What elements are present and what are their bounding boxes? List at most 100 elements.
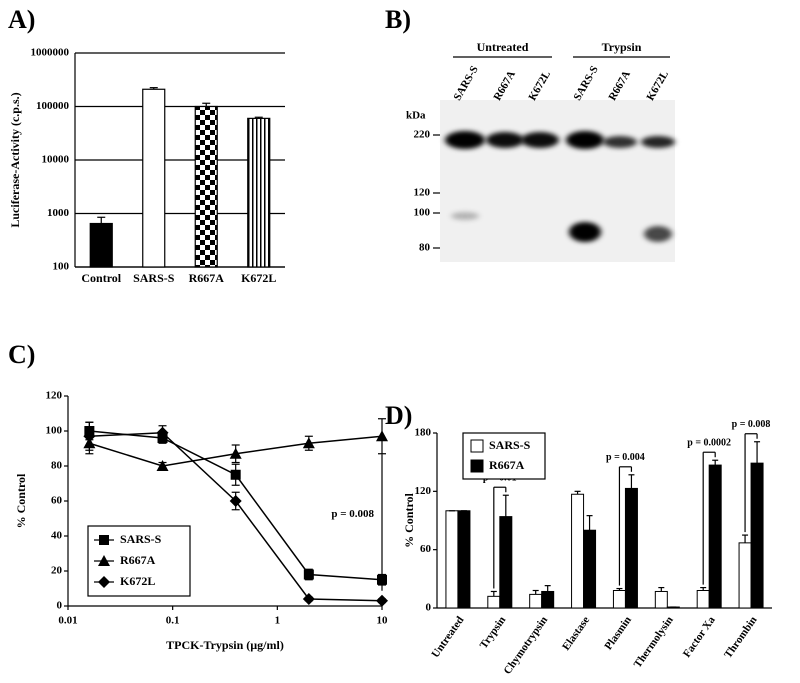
x-tick-label: Untreated: [429, 614, 466, 660]
x-axis-label: TPCK-Trypsin (µg/ml): [166, 638, 284, 652]
marker: [156, 460, 169, 471]
marker-label: 120: [414, 187, 431, 199]
bar: [708, 464, 722, 609]
marker-unit: kDa: [406, 110, 426, 122]
blot-band: [521, 132, 559, 148]
x-tick-label: Thermolysin: [632, 614, 676, 670]
marker: [229, 495, 242, 507]
marker-label: 220: [414, 129, 431, 141]
bar: [612, 590, 626, 609]
y-tick-label: 0: [57, 600, 63, 612]
blot-band: [603, 136, 637, 148]
group-label: Trypsin: [602, 40, 642, 54]
lane-label: SARS-S: [451, 64, 480, 103]
lane-label: SARS-S: [571, 64, 600, 103]
blot-band: [486, 132, 524, 148]
lane-label: R667A: [491, 69, 518, 103]
y-axis-label: % Control: [14, 473, 28, 528]
x-tick-label: 0.01: [58, 615, 77, 627]
panel-label: D): [385, 401, 412, 430]
x-tick-label: 1: [275, 615, 281, 627]
legend-swatch: [470, 459, 484, 473]
bar: [499, 516, 513, 609]
y-axis-label: Luciferase-Activity (c.p.s.): [8, 92, 22, 227]
annotation: p = 0.008: [331, 508, 374, 520]
legend-label: R667A: [489, 458, 525, 472]
group-label: Untreated: [477, 40, 529, 54]
x-tick-label: Chymotrypsin: [501, 614, 550, 676]
marker: [99, 535, 109, 545]
legend-label: SARS-S: [489, 438, 531, 452]
lane-label: K672L: [644, 69, 671, 103]
panel-label: C): [8, 340, 35, 369]
bar: [142, 88, 166, 268]
y-tick-label: 1000000: [31, 47, 70, 59]
legend-label: R667A: [120, 553, 156, 567]
x-tick-label: SARS-S: [133, 271, 175, 285]
marker: [302, 593, 315, 605]
marker: [156, 426, 169, 439]
y-tick-label: 120: [46, 390, 63, 402]
y-tick-label: 10000: [42, 154, 70, 166]
bar: [571, 493, 585, 609]
marker: [229, 447, 242, 459]
marker: [83, 430, 96, 443]
x-tick-label: R667A: [189, 271, 225, 285]
bar: [696, 590, 710, 609]
legend-label: SARS-S: [120, 532, 162, 546]
y-tick-label: 60: [51, 495, 63, 507]
annotation: p = 0.0002: [687, 438, 731, 449]
bar: [194, 105, 218, 268]
y-tick-label: 60: [420, 543, 432, 555]
bar: [445, 510, 459, 609]
bar: [738, 542, 752, 609]
bar: [457, 510, 471, 609]
x-tick-label: Elastase: [560, 614, 592, 653]
marker: [98, 576, 110, 588]
marker: [302, 437, 315, 449]
marker: [98, 555, 110, 566]
marker-label: 100: [414, 207, 431, 219]
legend-swatch: [470, 439, 484, 453]
bar: [541, 590, 555, 609]
blot-background: [440, 100, 675, 262]
lane-label: K672L: [526, 69, 553, 103]
blot-band: [566, 131, 604, 149]
marker: [303, 569, 314, 580]
x-tick-label: 0.1: [166, 615, 180, 627]
y-tick-label: 180: [415, 427, 432, 439]
blot-band: [641, 136, 675, 148]
annotation: p = 0.004: [606, 452, 645, 463]
x-tick-label: Thrombin: [722, 614, 759, 660]
x-tick-label: 10: [377, 615, 389, 627]
bar: [750, 462, 764, 609]
marker-label: 80: [419, 242, 431, 254]
bar: [487, 595, 501, 609]
y-tick-label: 80: [51, 460, 63, 472]
y-tick-label: 0: [426, 602, 432, 614]
y-axis-label: % Control: [402, 492, 416, 547]
x-tick-label: Trypsin: [478, 614, 509, 651]
annotation: p = 0.008: [732, 419, 771, 430]
marker: [376, 594, 388, 607]
bar: [89, 222, 113, 268]
marker: [376, 430, 388, 442]
x-tick-label: K672L: [241, 271, 276, 285]
y-tick-label: 100: [46, 425, 63, 437]
y-tick-label: 1000: [47, 207, 70, 219]
lane-label: R667A: [606, 69, 633, 103]
bar: [624, 487, 638, 609]
bar: [247, 117, 271, 268]
blot-band: [569, 222, 601, 242]
y-tick-label: 100000: [36, 100, 70, 112]
x-tick-label: Plasmin: [602, 614, 634, 652]
y-tick-label: 100: [53, 261, 70, 273]
blot-band: [445, 131, 485, 149]
bar: [529, 593, 543, 609]
legend-label: K672L: [120, 574, 155, 588]
panel-label: A): [8, 5, 35, 34]
marker: [230, 469, 241, 480]
y-tick-label: 20: [51, 565, 63, 577]
blot-band: [644, 226, 672, 242]
